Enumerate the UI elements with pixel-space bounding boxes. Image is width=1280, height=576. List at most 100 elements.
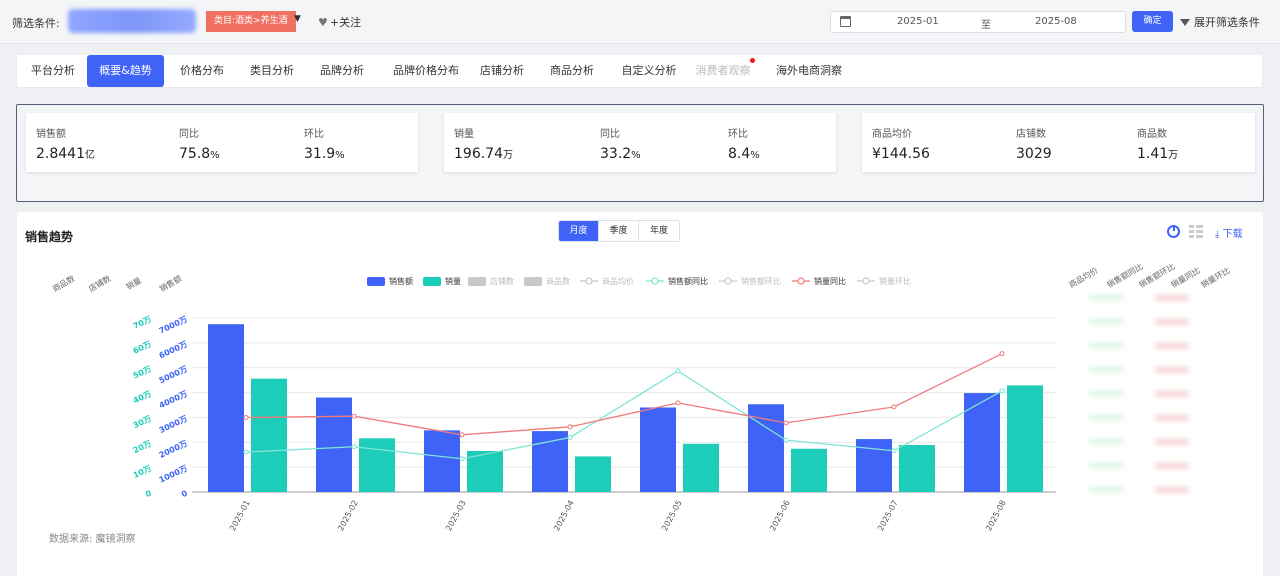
kpi-value: 2.8441亿 [36, 146, 95, 162]
blurred-axis-red [1155, 296, 1189, 496]
sales-axis-tick: 2000万 [158, 439, 189, 460]
bar-sales [964, 393, 1000, 492]
kpi-volume-mom: 环比 8.4% [728, 125, 760, 162]
table-view-icon[interactable] [1189, 225, 1203, 238]
legend-label: 销量 [445, 276, 461, 286]
kpi-label: 商品均价 [872, 129, 912, 140]
legend-label: 销量同比 [814, 276, 846, 286]
kpi-number: 196.74 [454, 146, 503, 162]
kpi-volume: 销量 196.74万 [454, 125, 513, 162]
kpi-value: 31.9% [304, 146, 345, 162]
sales-yoy-point [999, 388, 1005, 394]
filter-bar: 筛选条件: 类目:酒类>养生酒 ▼ ♥ +关注 2025-01 至 2025-0… [0, 0, 1280, 44]
tab-overseas[interactable]: 海外电商洞察 [776, 64, 842, 77]
kpi-number: 1.41 [1137, 146, 1169, 162]
blurred-filter-chip[interactable] [68, 9, 196, 33]
kpi-unit: % [335, 150, 345, 161]
volume-yoy-point [351, 413, 357, 419]
kpi-label: 同比 [179, 129, 199, 140]
sales-axis-tick: 0 [180, 488, 189, 499]
tab-overview-trend[interactable]: 概要&趋势 [87, 55, 164, 87]
sales-axis-tick: 4000万 [158, 389, 189, 410]
kpi-product-count: 商品数 1.41万 [1137, 125, 1178, 162]
tab-store[interactable]: 店铺分析 [480, 64, 524, 77]
kpi-value: 33.2% [600, 146, 641, 162]
legend-label: 店铺数 [490, 276, 514, 286]
tab-platform[interactable]: 平台分析 [31, 64, 75, 77]
download-button[interactable]: ⤓ 下载 [1215, 225, 1243, 240]
left-axis-name: 店铺数 [87, 273, 113, 294]
legend-swatch [367, 277, 385, 286]
chart-view-icon[interactable] [1167, 225, 1180, 238]
follow-label: +关注 [329, 16, 362, 29]
volume-axis-tick: 30万 [132, 414, 153, 430]
download-label: 下载 [1222, 229, 1243, 240]
kpi-unit: % [631, 150, 641, 161]
volume-yoy-point [999, 351, 1005, 357]
tab-brand-price[interactable]: 品牌价格分布 [393, 64, 459, 77]
volume-axis-tick: 0 [144, 488, 153, 499]
date-start[interactable]: 2025-01 [897, 16, 939, 27]
volume-axis-tick: 70万 [132, 315, 153, 331]
period-yearly[interactable]: 年度 [639, 221, 679, 241]
x-tick-label: 2025-08 [984, 499, 1008, 533]
sales-axis-tick: 5000万 [158, 364, 189, 385]
confirm-button[interactable]: 确定 [1132, 11, 1173, 32]
legend-label: 商品数 [546, 276, 570, 286]
calendar-icon [840, 16, 851, 27]
kpi-value: 8.4% [728, 146, 760, 162]
sales-yoy-point [783, 437, 789, 443]
filter-label: 筛选条件: [12, 17, 60, 30]
data-source: 数据来源: 魔镜洞察 [49, 534, 136, 545]
volume-yoy-line [245, 353, 1003, 436]
kpi-unit: 亿 [85, 150, 95, 161]
tab-price-distribution[interactable]: 价格分布 [180, 64, 224, 77]
legend-swatch-point [724, 277, 732, 285]
sales-yoy-point [351, 444, 357, 450]
period-quarterly[interactable]: 季度 [599, 221, 639, 241]
sales-trend-panel: 0 1000万 2000万 3000万 4000万 5000万 6000万 7000万 0 10万… [17, 212, 1263, 576]
kpi-avg-price: 商品均价 ¥144.56 [872, 125, 930, 162]
expand-filter-button[interactable]: 展开筛选条件 [1180, 14, 1260, 30]
tab-product[interactable]: 商品分析 [550, 64, 594, 77]
kpi-unit: % [750, 150, 760, 161]
volume-yoy-point [783, 420, 789, 426]
volume-yoy-point [243, 415, 249, 421]
kpi-number: 31.9 [304, 146, 336, 162]
tab-consumer[interactable]: 消费者观察 [695, 64, 751, 77]
volume-yoy-point [567, 424, 573, 430]
tab-custom[interactable]: 自定义分析 [621, 64, 677, 77]
sales-yoy-point [891, 448, 897, 454]
legend-swatch [468, 277, 486, 286]
kpi-unit: % [210, 150, 220, 161]
bar-sales [424, 430, 460, 492]
kpi-card-sales: 销售额 2.8441亿 同比 75.8% 环比 31.9% [26, 113, 418, 172]
kpi-label: 商品数 [1137, 129, 1167, 140]
caret-down-icon[interactable]: ▼ [294, 14, 301, 24]
bar-sales [316, 397, 352, 492]
kpi-card-price: 商品均价 ¥144.56 店铺数 3029 商品数 1.41万 [862, 113, 1255, 172]
legend-label: 销售额 [389, 276, 413, 286]
tab-brand[interactable]: 品牌分析 [320, 64, 364, 77]
volume-yoy-point [459, 432, 465, 438]
heart-icon: ♥ [318, 15, 328, 29]
tab-category[interactable]: 类目分析 [250, 64, 294, 77]
x-tick-label: 2025-07 [876, 499, 900, 533]
left-axis-name: 销量 [124, 275, 143, 292]
date-separator: 至 [981, 20, 991, 31]
x-tick-label: 2025-04 [552, 499, 576, 533]
bar-volume [467, 450, 503, 492]
module-nav: 平台分析 概要&趋势 价格分布 类目分析 品牌分析 品牌价格分布 店铺分析 商品… [17, 55, 1262, 87]
category-tag[interactable]: 类目:酒类>养生酒 [206, 11, 296, 32]
period-monthly[interactable]: 月度 [559, 221, 599, 241]
kpi-label: 环比 [304, 129, 324, 140]
kpi-sales-yoy: 同比 75.8% [179, 125, 220, 162]
sales-axis-tick: 1000万 [158, 464, 189, 485]
date-range-picker[interactable]: 2025-01 至 2025-08 [830, 11, 1126, 33]
date-end[interactable]: 2025-08 [1035, 16, 1077, 27]
follow-button[interactable]: ♥ +关注 [318, 14, 361, 30]
kpi-unit: 万 [503, 150, 513, 161]
sales-yoy-point [243, 449, 249, 455]
kpi-label: 环比 [728, 129, 748, 140]
kpi-section: 销售额 2.8441亿 同比 75.8% 环比 31.9% 销量 196.74万… [16, 104, 1264, 202]
